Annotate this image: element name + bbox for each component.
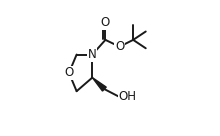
- Text: O: O: [64, 66, 74, 79]
- Text: O: O: [101, 16, 110, 29]
- Text: O: O: [115, 40, 124, 53]
- Text: N: N: [88, 48, 97, 61]
- Polygon shape: [92, 78, 106, 91]
- Text: OH: OH: [119, 90, 136, 103]
